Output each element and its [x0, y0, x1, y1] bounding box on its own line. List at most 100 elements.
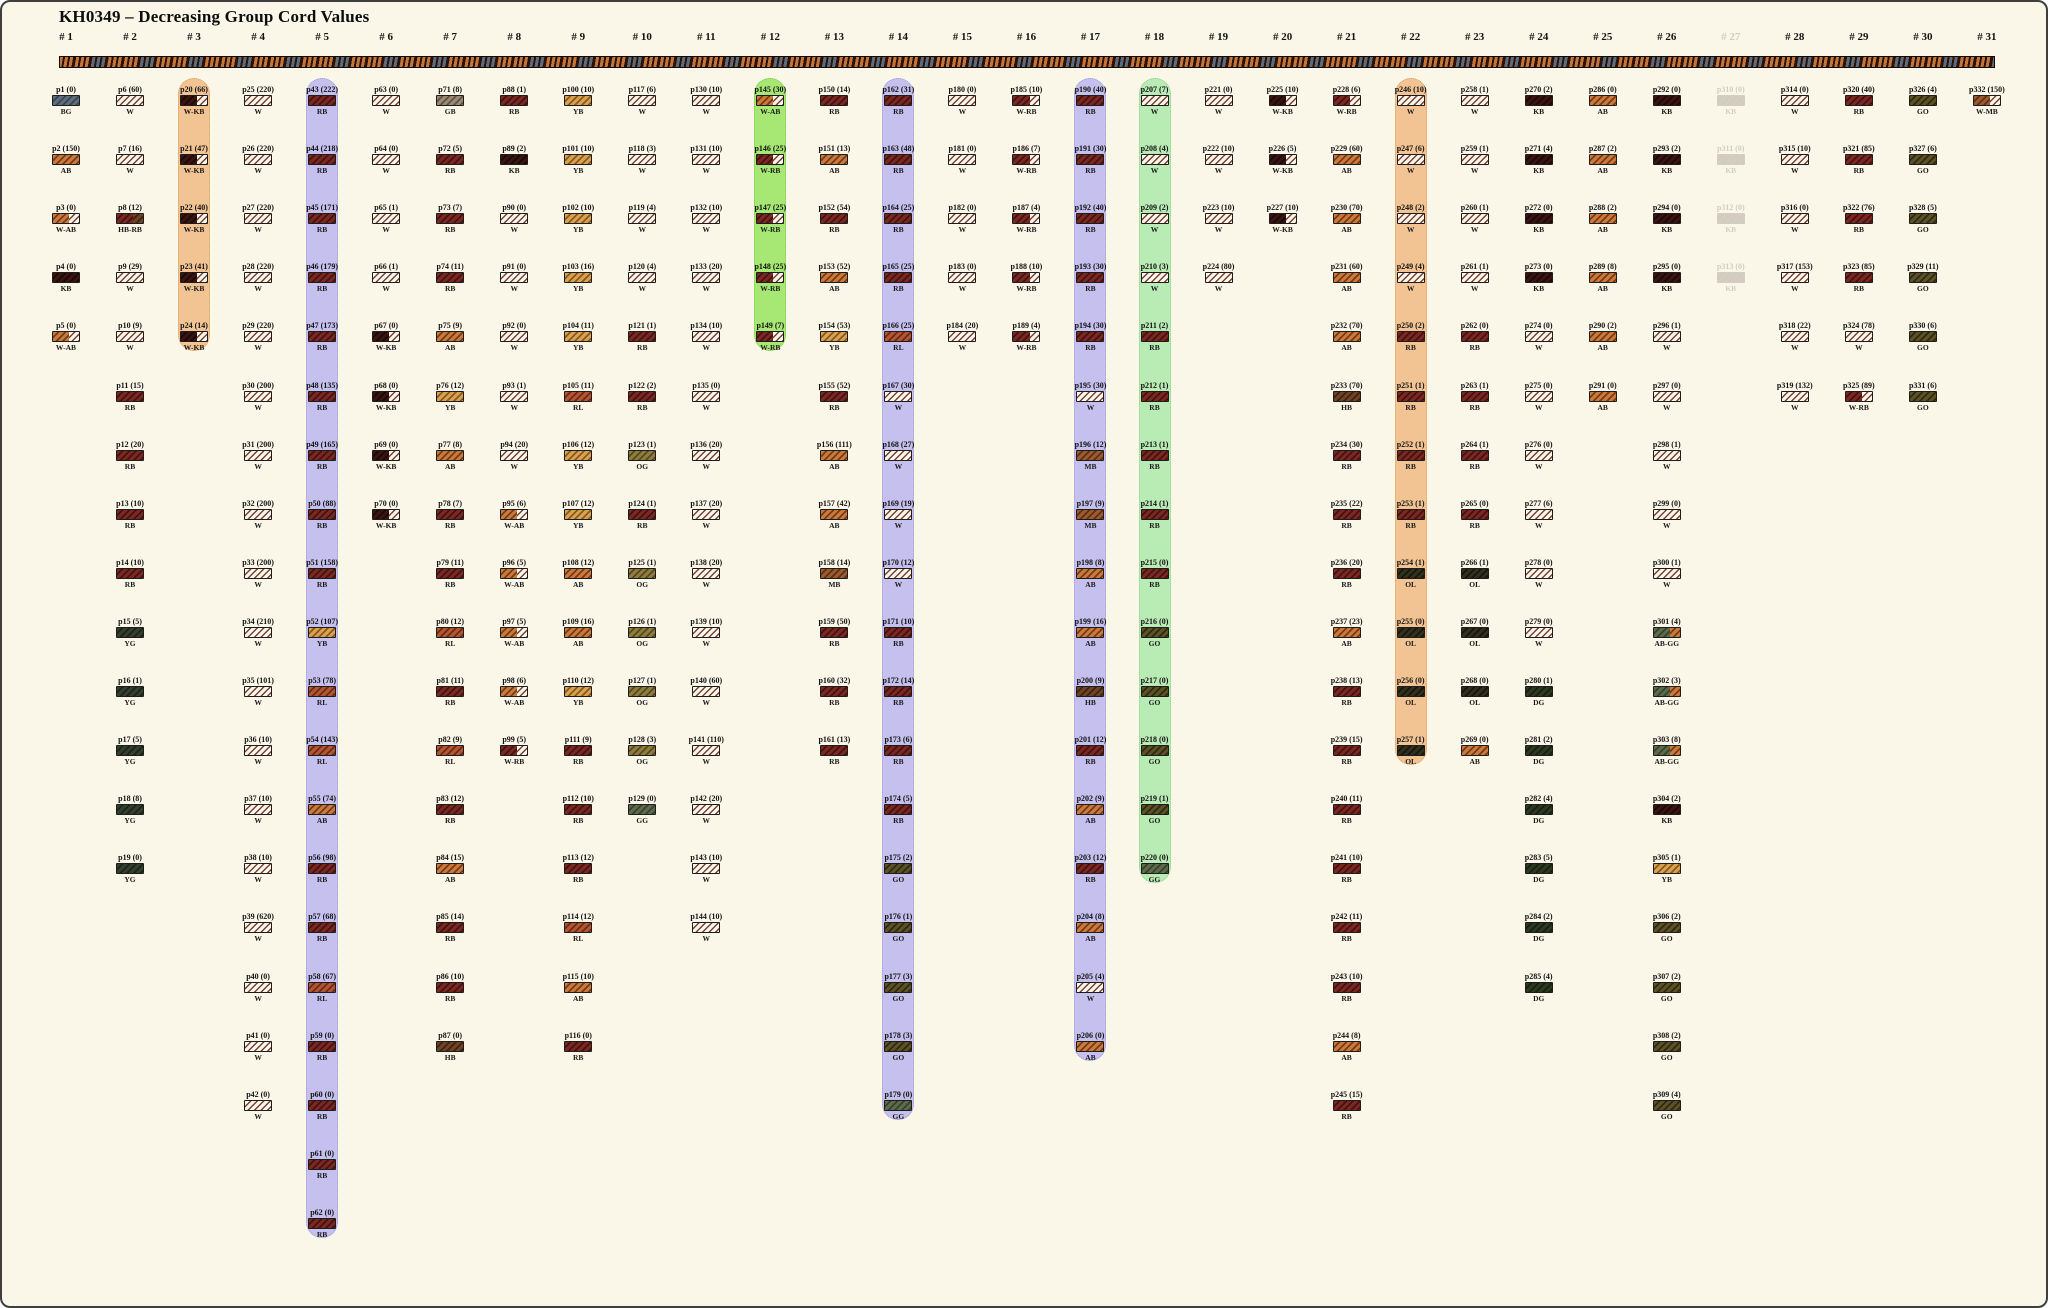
item-bar — [436, 213, 465, 225]
item-code: OL — [1405, 698, 1417, 707]
item-code: RB — [444, 993, 456, 1003]
item-bar — [1076, 154, 1105, 166]
cord-item: p172 (14) RB — [866, 677, 930, 708]
cord-item: p124 (1) RB — [610, 499, 674, 530]
item-code: W-AB — [55, 225, 77, 235]
item-bar — [244, 626, 273, 638]
item-code: GO — [1660, 1111, 1673, 1121]
item-bar — [244, 804, 273, 816]
item-code: YB — [573, 284, 584, 294]
cord-item: p303 (8) AB-GG — [1635, 736, 1699, 766]
item-bar — [244, 95, 273, 106]
cord-item: p200 (9) HB — [1058, 677, 1122, 707]
item-bar — [564, 804, 593, 816]
item-code: RB — [316, 1170, 328, 1180]
item-bar — [692, 331, 721, 343]
item-label: p29 (220) — [242, 321, 274, 331]
item-bar — [116, 449, 145, 461]
cord-item: p74 (11) RB — [418, 263, 482, 293]
item-code: AB — [1341, 1052, 1352, 1062]
item-bar — [1460, 449, 1489, 461]
cord-item: p117 (6) W — [610, 86, 674, 116]
item-bar — [1396, 154, 1425, 166]
item-bar — [436, 1040, 465, 1052]
item-bar-segment — [389, 332, 400, 342]
item-code: W-RB — [1016, 343, 1037, 353]
item-label: p243 (10) — [1330, 971, 1363, 981]
item-label: p240 (11) — [1330, 794, 1363, 804]
item-bar — [1204, 154, 1233, 166]
item-code: AB — [1469, 757, 1480, 767]
cord-item: p312 (0) KB — [1699, 204, 1763, 234]
item-code: RB — [1149, 343, 1160, 353]
item-bar — [500, 567, 529, 579]
cord-item: p203 (12) RB — [1058, 854, 1122, 885]
cord-item: p256 (0) OL — [1379, 677, 1443, 707]
item-label: p325 (89) — [1842, 380, 1875, 390]
item-code: RB — [1085, 284, 1096, 294]
item-code: RB — [124, 402, 136, 412]
item-label: p68 (0) — [374, 380, 399, 390]
item-bar — [1652, 922, 1681, 934]
item-bar — [116, 154, 145, 166]
item-code: YB — [573, 225, 584, 235]
item-bar — [884, 567, 913, 579]
item-label: p188 (10) — [1010, 262, 1043, 272]
column-header: # 11 — [696, 31, 716, 43]
column-header: # 25 — [1593, 31, 1613, 43]
item-bar — [820, 390, 849, 402]
column-header: # 19 — [1208, 31, 1229, 43]
cord-item: p107 (12) YB — [546, 499, 610, 530]
item-bar — [884, 981, 913, 993]
item-bar — [948, 331, 977, 343]
item-code: YB — [444, 402, 456, 412]
item-label: p223 (10) — [1202, 203, 1235, 213]
cord-item: p55 (74) AB — [290, 795, 354, 825]
cord-item: p97 (5) W-AB — [482, 617, 546, 648]
item-code: YG — [124, 757, 136, 767]
item-bar — [1780, 272, 1809, 284]
cord-item: p212 (1) RB — [1123, 381, 1187, 412]
item-bar — [116, 95, 145, 106]
item-bar — [436, 331, 465, 343]
cord-item: p29 (220) W — [226, 321, 290, 353]
cord-item: p142 (20) W — [674, 795, 738, 826]
item-code: YB — [829, 343, 840, 353]
item-bar — [1652, 154, 1681, 166]
cord-item: p264 (1) RB — [1443, 440, 1507, 471]
cord-item: p53 (78) RL — [290, 677, 354, 707]
cord-item: p222 (10) W — [1187, 145, 1251, 176]
column-header: # 27 — [1721, 31, 1741, 43]
item-bar — [308, 272, 337, 284]
item-label: p313 (0) — [1716, 262, 1745, 272]
item-bar — [244, 686, 273, 697]
cord-item: p34 (210) W — [226, 617, 290, 648]
item-label: p3 (0) — [56, 203, 76, 213]
item-code: AB — [444, 461, 456, 471]
cord-item: p8 (12) HB-RB — [98, 204, 162, 234]
item-bar-segment — [1669, 627, 1680, 637]
item-bar — [692, 272, 721, 284]
cord-item: p268 (0) OL — [1443, 677, 1507, 707]
cord-item: p167 (30) W — [866, 381, 930, 412]
column-header: # 13 — [824, 31, 844, 43]
item-label: p213 (1) — [1140, 439, 1169, 449]
item-bar — [1140, 745, 1169, 757]
item-bar-segment — [1669, 746, 1680, 756]
cord-item: p166 (25) RL — [866, 322, 930, 353]
item-bar-segment — [757, 155, 774, 165]
item-label: p134 (10) — [690, 321, 723, 331]
item-label: p146 (25) — [754, 144, 787, 154]
item-bar — [628, 331, 657, 343]
item-code: YB — [573, 343, 584, 353]
item-bar-segment — [1653, 687, 1670, 696]
item-code: YG — [124, 875, 136, 885]
item-label: p115 (10) — [562, 971, 594, 981]
cord-item: p252 (1) RB — [1379, 440, 1443, 471]
cord-item: p2 (150) AB — [34, 145, 98, 175]
item-label: p287 (2) — [1588, 144, 1617, 154]
item-bar — [628, 508, 657, 520]
item-bar — [1972, 95, 2001, 106]
item-label: p328 (5) — [1908, 203, 1937, 213]
item-bar — [1524, 981, 1553, 993]
